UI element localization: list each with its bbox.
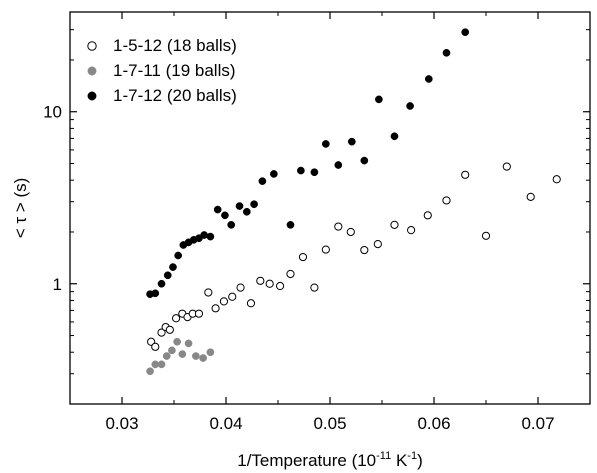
x-axis-title-exponent-2: -1 [407, 450, 417, 462]
x-axis-title-end: ) [417, 451, 423, 470]
data-point-series-3 [347, 137, 356, 146]
data-point-series-1 [373, 240, 382, 249]
x-axis-title-mid: K [391, 451, 408, 470]
data-point-series-1 [228, 292, 237, 301]
data-point-series-3 [334, 161, 343, 169]
x-axis-title-exponent-1: -11 [376, 450, 391, 462]
data-point-series-1 [219, 297, 229, 306]
legend-marker [87, 41, 97, 51]
data-point-series-1 [502, 162, 511, 171]
data-point-series-1 [204, 288, 213, 297]
x-tick-label: 0.03 [105, 414, 138, 433]
data-point-series-3 [424, 75, 433, 83]
data-point-series-2 [206, 348, 215, 357]
data-point-series-3 [375, 95, 383, 104]
data-point-series-3 [286, 221, 295, 229]
data-point-series-3 [250, 200, 258, 209]
data-point-series-1 [298, 252, 308, 262]
data-point-series-1 [461, 170, 470, 179]
data-point-series-3 [163, 271, 172, 280]
data-point-series-2 [162, 352, 171, 360]
data-point-series-3 [227, 221, 236, 229]
data-point-series-1 [310, 283, 319, 292]
data-point-series-1 [265, 279, 274, 288]
data-point-series-1 [552, 175, 561, 184]
data-point-series-3 [221, 211, 229, 220]
data-point-series-1 [286, 269, 295, 279]
y-tick-label: 10 [43, 103, 62, 122]
data-point-series-2 [157, 360, 166, 369]
legend-marker [87, 91, 97, 101]
data-point-series-2 [191, 352, 200, 360]
x-tick-label: 0.07 [521, 414, 554, 433]
data-point-series-2 [178, 350, 187, 358]
legend: 1-5-12 (18 balls) 1-7-11 (19 balls) 1-7-12… [87, 36, 237, 105]
legend-label: 1-7-11 (19 balls) [113, 61, 236, 80]
data-point-series-3 [206, 232, 215, 241]
data-point-series-1 [157, 328, 166, 337]
data-point-series-1 [194, 309, 204, 318]
data-point-series-2 [168, 346, 176, 355]
data-point-series-1 [321, 245, 330, 254]
y-tick-label: 1 [53, 275, 62, 294]
data-point-series-3 [390, 132, 399, 141]
data-point-series-3 [360, 156, 369, 165]
x-axis-ticks: 0.03 0.04 0.05 0.06 0.07 [69, 12, 591, 433]
data-point-series-1 [407, 226, 416, 235]
data-point-series-1 [256, 276, 265, 285]
data-points [146, 28, 561, 376]
data-point-series-1 [246, 299, 256, 308]
data-point-series-1 [151, 342, 160, 351]
data-point-series-1 [171, 314, 181, 323]
x-axis-title-main: 1/Temperature (10 [237, 451, 376, 470]
data-point-series-1 [346, 227, 355, 237]
x-tick-label: 0.05 [313, 414, 346, 433]
data-point-series-2 [146, 367, 154, 376]
y-axis-ticks: 1 10 [43, 29, 590, 405]
data-point-series-3 [258, 177, 267, 185]
data-point-series-3 [213, 205, 222, 214]
data-point-series-2 [173, 337, 181, 346]
data-point-series-1 [390, 220, 399, 229]
data-point-series-3 [406, 102, 414, 110]
data-point-series-3 [297, 166, 305, 175]
data-point-series-3 [442, 48, 451, 57]
data-point-series-1 [481, 231, 491, 240]
data-point-series-1 [526, 192, 535, 201]
data-point-series-1 [442, 196, 451, 205]
data-point-series-1 [334, 222, 343, 231]
x-tick-label: 0.06 [417, 414, 450, 433]
data-point-series-1 [360, 245, 369, 255]
legend-label: 1-7-12 (20 balls) [113, 86, 237, 105]
x-axis-title: 1/Temperature (10-11 K-1) [237, 450, 423, 470]
data-point-series-1 [165, 325, 174, 334]
legend-label: 1-5-12 (18 balls) [113, 36, 237, 55]
data-point-series-3 [174, 251, 183, 260]
y-axis-title: < τ > (s) [11, 178, 30, 239]
data-point-series-3 [157, 279, 166, 288]
data-point-series-3 [310, 168, 319, 177]
data-point-series-3 [461, 28, 470, 37]
data-point-series-3 [235, 202, 244, 210]
data-point-series-3 [242, 207, 251, 216]
data-point-series-1 [275, 281, 285, 291]
data-point-series-1 [211, 304, 220, 313]
data-point-series-3 [169, 263, 177, 271]
data-point-series-2 [184, 339, 193, 348]
x-tick-label: 0.04 [209, 414, 242, 433]
legend-marker [87, 66, 97, 76]
data-point-series-3 [269, 170, 278, 178]
data-point-series-2 [199, 354, 207, 362]
data-point-series-3 [321, 140, 330, 148]
data-point-series-1 [423, 211, 432, 220]
data-point-series-3 [151, 289, 160, 298]
data-point-series-1 [236, 283, 245, 292]
